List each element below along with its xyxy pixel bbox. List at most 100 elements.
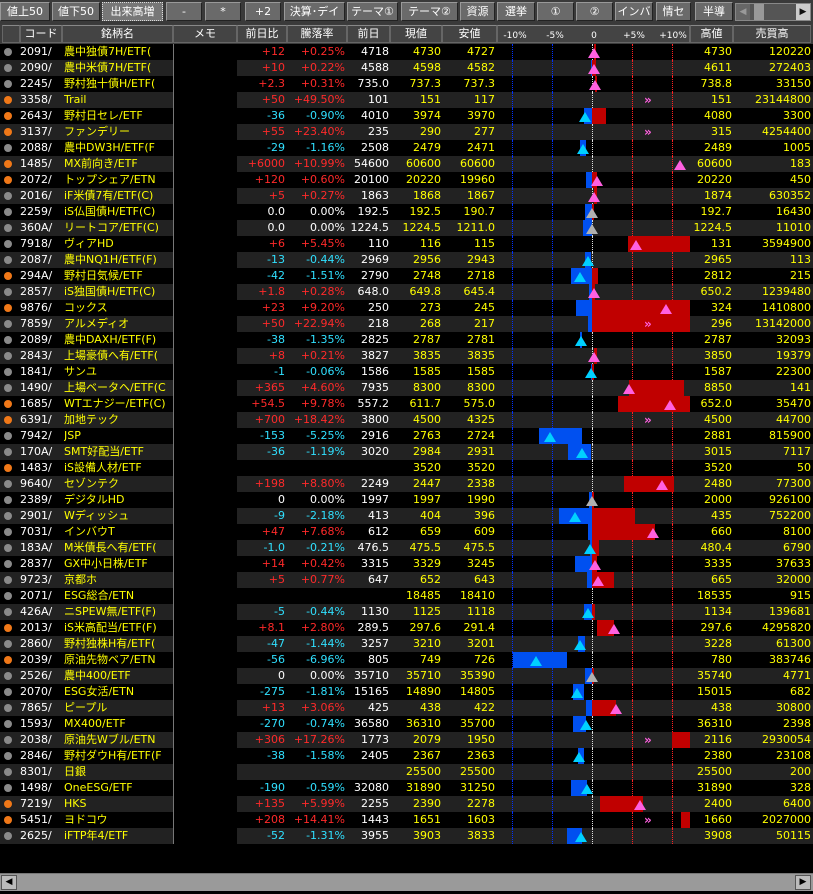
table-row[interactable]: 3137/ファンデリー +55 +23.40% 235 290 277 315 4254400… [0, 124, 813, 140]
table-row[interactable]: 7865/ピープル +13 +3.06% 425 438 422 438 30800 [0, 700, 813, 716]
toolbar-button[interactable]: 選挙 [497, 2, 535, 21]
toolbar-button[interactable]: 情セ [656, 2, 691, 21]
memo-cell[interactable] [173, 284, 237, 300]
memo-cell[interactable] [173, 588, 237, 604]
memo-cell[interactable] [173, 668, 237, 684]
header-volume[interactable]: 売買高 [733, 25, 811, 43]
table-row[interactable]: 9640/セゾンテク +198 +8.80% 2249 2447 2338 2480 7730… [0, 476, 813, 492]
toolbar-scrollbar[interactable]: ◀ ▶ [735, 3, 811, 21]
table-row[interactable]: 2846/野村ダウH有/ETF(F -38 -1.58% 2405 2367 2363 23… [0, 748, 813, 764]
toolbar-button[interactable]: 出来高増 [102, 2, 163, 21]
table-row[interactable]: 426A/ニSPEW無/ETF(F) -5 -0.44% 1130 1125 1118 11… [0, 604, 813, 620]
toolbar-button[interactable]: 半導 [695, 2, 733, 21]
horizontal-scrollbar[interactable]: ◀ ▶ [0, 873, 813, 891]
memo-cell[interactable] [173, 236, 237, 252]
table-row[interactable]: 8301/日銀 25500 25500 25500 200 [0, 764, 813, 780]
memo-cell[interactable] [173, 604, 237, 620]
header-change[interactable]: 前日比 [237, 25, 287, 43]
table-row[interactable]: 2843/上場豪債へ有/ETF(+8 +0.21% 3827 3835 3835 3850… [0, 348, 813, 364]
scroll-right-icon[interactable]: ▶ [796, 4, 810, 20]
header-name[interactable]: 銘柄名 [62, 25, 173, 43]
memo-cell[interactable] [173, 348, 237, 364]
memo-cell[interactable] [173, 732, 237, 748]
table-row[interactable]: 360A/リートコア/ETF(C) 0.0 0.00% 1224.5 1224.5 121… [0, 220, 813, 236]
memo-cell[interactable] [173, 620, 237, 636]
scroll-thumb[interactable] [754, 4, 764, 20]
header-prev[interactable]: 前日 [347, 25, 390, 43]
table-row[interactable]: 2087/農中NQ1H/ETF(F) -13 -0.44% 2969 2956 2943 2… [0, 252, 813, 268]
memo-cell[interactable] [173, 700, 237, 716]
memo-cell[interactable] [173, 828, 237, 844]
memo-cell[interactable] [173, 572, 237, 588]
table-row[interactable]: 5451/ヨドコウ +208 +14.41% 1443 1651 1603 1660 2027… [0, 812, 813, 828]
memo-cell[interactable] [173, 124, 237, 140]
toolbar-button[interactable]: 資源 [460, 2, 495, 21]
table-row[interactable]: 2089/農中DAXH/ETF(F) -38 -1.35% 2825 2787 2781 2… [0, 332, 813, 348]
header-current[interactable]: 現値 [390, 25, 442, 43]
table-row[interactable]: 6391/加地テック +700 +18.42% 3800 4500 4325 4500 447… [0, 412, 813, 428]
table-row[interactable]: 7859/アルメディオ +50 +22.94% 218 268 217 296 1314200… [0, 316, 813, 332]
table-row[interactable]: 2072/トップシェア/ETN +120 +0.60% 20100 20220 19960… [0, 172, 813, 188]
memo-cell[interactable] [173, 556, 237, 572]
scroll-left-icon[interactable]: ◀ [1, 875, 17, 890]
table-row[interactable]: 2039/原油先物ベア/ETN -56 -6.96% 805 749 726 780 3837… [0, 652, 813, 668]
memo-cell[interactable] [173, 764, 237, 780]
memo-cell[interactable] [173, 108, 237, 124]
table-row[interactable]: 183A/M米債長へ有/ETF(-1.0 -0.21% 476.5 475.5 475.… [0, 540, 813, 556]
toolbar-button[interactable]: ① [537, 2, 574, 21]
table-row[interactable]: 2857/iS独国債H/ETF(C) +1.8 +0.28% 648.0 649.8 64… [0, 284, 813, 300]
table-row[interactable]: 9723/京都ホ +5 +0.77% 647 652 643 665 32000 [0, 572, 813, 588]
table-row[interactable]: 2860/野村独株H有/ETF(-47 -1.44% 3257 3210 3201 322… [0, 636, 813, 652]
table-row[interactable]: 1841/サンユ -1 -0.06% 1586 1585 1585 1587 22300 [0, 364, 813, 380]
table-row[interactable]: 2245/野村独十債H/ETF(+2.3 +0.31% 735.0 737.3 737.… [0, 76, 813, 92]
table-row[interactable]: 2013/iS米高配当/ETF(F) +8.1 +2.80% 289.5 297.6 29… [0, 620, 813, 636]
memo-cell[interactable] [173, 172, 237, 188]
memo-cell[interactable] [173, 796, 237, 812]
header-high[interactable]: 高値 [690, 25, 733, 43]
table-row[interactable]: 7031/インバウT +47 +7.68% 612 659 609 660 8100 [0, 524, 813, 540]
toolbar-button[interactable]: ② [576, 2, 613, 21]
table-row[interactable]: 9876/コックス +23 +9.20% 250 273 245 324 1410800 [0, 300, 813, 316]
scroll-left-icon[interactable]: ◀ [736, 4, 750, 20]
memo-cell[interactable] [173, 428, 237, 444]
memo-cell[interactable] [173, 444, 237, 460]
table-row[interactable]: 2259/iS仏国債H/ETF(C) 0.0 0.00% 192.5 192.5 190.… [0, 204, 813, 220]
memo-cell[interactable] [173, 44, 237, 60]
table-row[interactable]: 170A/SMT好配当/ETF -36 -1.19% 3020 2984 2931 3015… [0, 444, 813, 460]
toolbar-button[interactable]: +2 [245, 2, 281, 21]
memo-cell[interactable] [173, 268, 237, 284]
memo-cell[interactable] [173, 524, 237, 540]
memo-cell[interactable] [173, 412, 237, 428]
memo-cell[interactable] [173, 508, 237, 524]
memo-cell[interactable] [173, 220, 237, 236]
table-row[interactable]: 2643/野村日セレ/ETF -36 -0.90% 4010 3974 3970 4080 3… [0, 108, 813, 124]
memo-cell[interactable] [173, 716, 237, 732]
memo-cell[interactable] [173, 60, 237, 76]
table-row[interactable]: 2071/ESG総合/ETN 18485 18410 18535 915 [0, 588, 813, 604]
table-row[interactable]: 2090/農中米債7H/ETF(+10 +0.22% 4588 4598 4582 461… [0, 60, 813, 76]
toolbar-button[interactable]: - [166, 2, 202, 21]
memo-cell[interactable] [173, 204, 237, 220]
toolbar-button[interactable]: 値上50 [0, 2, 50, 21]
memo-cell[interactable] [173, 780, 237, 796]
toolbar-button[interactable]: テーマ② [401, 2, 458, 21]
memo-cell[interactable] [173, 476, 237, 492]
toolbar-button[interactable]: * [205, 2, 241, 21]
table-row[interactable]: 2016/iF米債7有/ETF(C) +5 +0.27% 1863 1868 1867 18… [0, 188, 813, 204]
memo-cell[interactable] [173, 300, 237, 316]
memo-cell[interactable] [173, 364, 237, 380]
memo-cell[interactable] [173, 380, 237, 396]
toolbar-button[interactable]: 値下50 [52, 2, 100, 21]
memo-cell[interactable] [173, 316, 237, 332]
header-code[interactable]: コード [20, 25, 62, 43]
table-row[interactable]: 1685/WTエナジー/ETF(C) +54.5 +9.78% 557.2 611.7 5… [0, 396, 813, 412]
table-row[interactable]: 7942/JSP -153 -5.25% 2916 2763 2724 2881 815900 [0, 428, 813, 444]
memo-cell[interactable] [173, 812, 237, 828]
memo-cell[interactable] [173, 156, 237, 172]
table-row[interactable]: 2389/デジタルHD 0 0.00% 1997 1997 1990 2000 926100 [0, 492, 813, 508]
table-row[interactable]: 1593/MX400/ETF -270 -0.74% 36580 36310 35700 3… [0, 716, 813, 732]
table-row[interactable]: 2038/原油先Wブル/ETN +306 +17.26% 1773 2079 1950 21… [0, 732, 813, 748]
memo-cell[interactable] [173, 652, 237, 668]
table-row[interactable]: 7918/ヴィアHD +6 +5.45% 110 116 115 131 3594900 [0, 236, 813, 252]
toolbar-button[interactable]: インバ [615, 2, 653, 21]
